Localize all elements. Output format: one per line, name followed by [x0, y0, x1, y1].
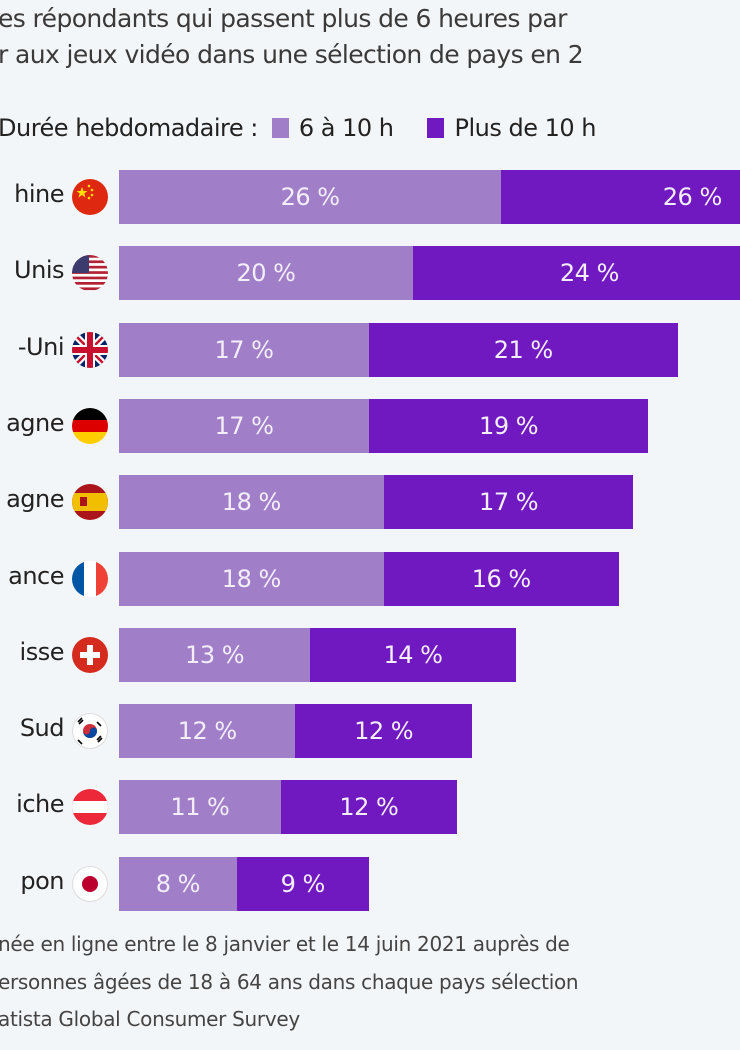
spain-flag-icon	[72, 484, 108, 521]
data-label: 18 %	[221, 488, 281, 517]
france-flag-icon	[72, 560, 108, 597]
data-label: 17 %	[214, 335, 274, 364]
data-label: 14 %	[383, 640, 443, 669]
bar-segment-plus-10h: 16 %	[383, 551, 619, 606]
bar-segment-plus-10h: 9 %	[236, 856, 369, 911]
data-label: 11 %	[170, 793, 230, 822]
legend-swatch-6-10h	[271, 118, 289, 138]
category-label: ance	[8, 561, 64, 590]
bar-segment-plus-10h: 17 %	[383, 475, 634, 530]
chart-title-line-2: r aux jeux vidéo dans une sélection de p…	[0, 40, 584, 69]
chart-title-line-1: es répondants qui passent plus de 6 heur…	[0, 4, 567, 33]
data-label: 26 %	[662, 183, 722, 211]
uk-flag-icon	[72, 331, 108, 368]
category-label: Sud	[19, 714, 65, 743]
data-label: 17 %	[214, 411, 274, 440]
bar-segment-6-10h: 11 %	[119, 780, 281, 835]
category-label: agne	[6, 408, 64, 437]
data-label: 13 %	[185, 640, 245, 669]
bar-segment-plus-10h: 21 %	[368, 322, 678, 377]
bar-segment-plus-10h: 26 %	[501, 170, 740, 224]
category-label: hine	[14, 180, 64, 208]
footer-line-1: née en ligne entre le 8 janvier et le 14…	[0, 932, 570, 956]
footer-line-3: atista Global Consumer Survey	[0, 1007, 300, 1031]
legend: Durée hebdomadaire : 6 à 10 h Plus de 10…	[0, 114, 596, 142]
category-label: agne	[6, 485, 64, 514]
category-label: isse	[19, 637, 65, 666]
category-label: pon	[20, 866, 64, 895]
legend-label-6-10h: 6 à 10 h	[298, 114, 394, 142]
bar-segment-6-10h: 18 %	[119, 551, 384, 606]
austria-flag-icon	[72, 789, 108, 826]
bar-segment-plus-10h: 19 %	[368, 398, 649, 453]
data-label: 8 %	[155, 869, 201, 898]
data-label: 20 %	[236, 259, 296, 288]
data-label: 12 %	[339, 793, 399, 822]
data-label: 9 %	[280, 869, 326, 898]
bar-segment-6-10h: 17 %	[119, 322, 369, 377]
legend-swatch-plus-10h	[427, 118, 445, 138]
legend-title: Durée hebdomadaire :	[0, 114, 258, 142]
bar-segment-plus-10h: 12 %	[280, 780, 458, 835]
data-label: 17 %	[479, 488, 539, 517]
bar-segment-plus-10h: 24 %	[413, 246, 740, 301]
data-label: 16 %	[471, 564, 531, 593]
data-label: 12 %	[354, 717, 414, 746]
bar-segment-plus-10h: 14 %	[310, 627, 516, 682]
category-label: iche	[16, 790, 64, 819]
bar-segment-6-10h: 20 %	[119, 246, 413, 301]
bar-segment-6-10h: 12 %	[119, 704, 296, 759]
category-label: Unis	[14, 256, 64, 285]
data-label: 19 %	[479, 411, 539, 440]
data-label: 12 %	[177, 717, 237, 746]
germany-flag-icon	[72, 407, 108, 444]
category-label: -Uni	[17, 332, 65, 361]
bar-segment-6-10h: 18 %	[119, 475, 384, 530]
switzerland-flag-icon	[72, 636, 108, 673]
bar-segment-plus-10h: 12 %	[295, 704, 472, 759]
data-label: 24 %	[559, 259, 619, 288]
china-flag-icon	[72, 179, 108, 215]
bar-segment-6-10h: 26 %	[119, 170, 502, 224]
data-label: 21 %	[493, 335, 553, 364]
bar-segment-6-10h: 8 %	[119, 856, 237, 911]
japan-flag-icon	[72, 865, 108, 902]
south-korea-flag-icon	[72, 713, 108, 750]
bar-segment-6-10h: 13 %	[119, 627, 311, 682]
usa-flag-icon	[72, 255, 108, 292]
data-label: 26 %	[280, 183, 340, 211]
footer-line-2: ersonnes âgées de 18 à 64 ans dans chaqu…	[0, 970, 579, 994]
data-label: 18 %	[221, 564, 281, 593]
legend-label-plus-10h: Plus de 10 h	[454, 114, 596, 142]
bar-segment-6-10h: 17 %	[119, 398, 369, 453]
